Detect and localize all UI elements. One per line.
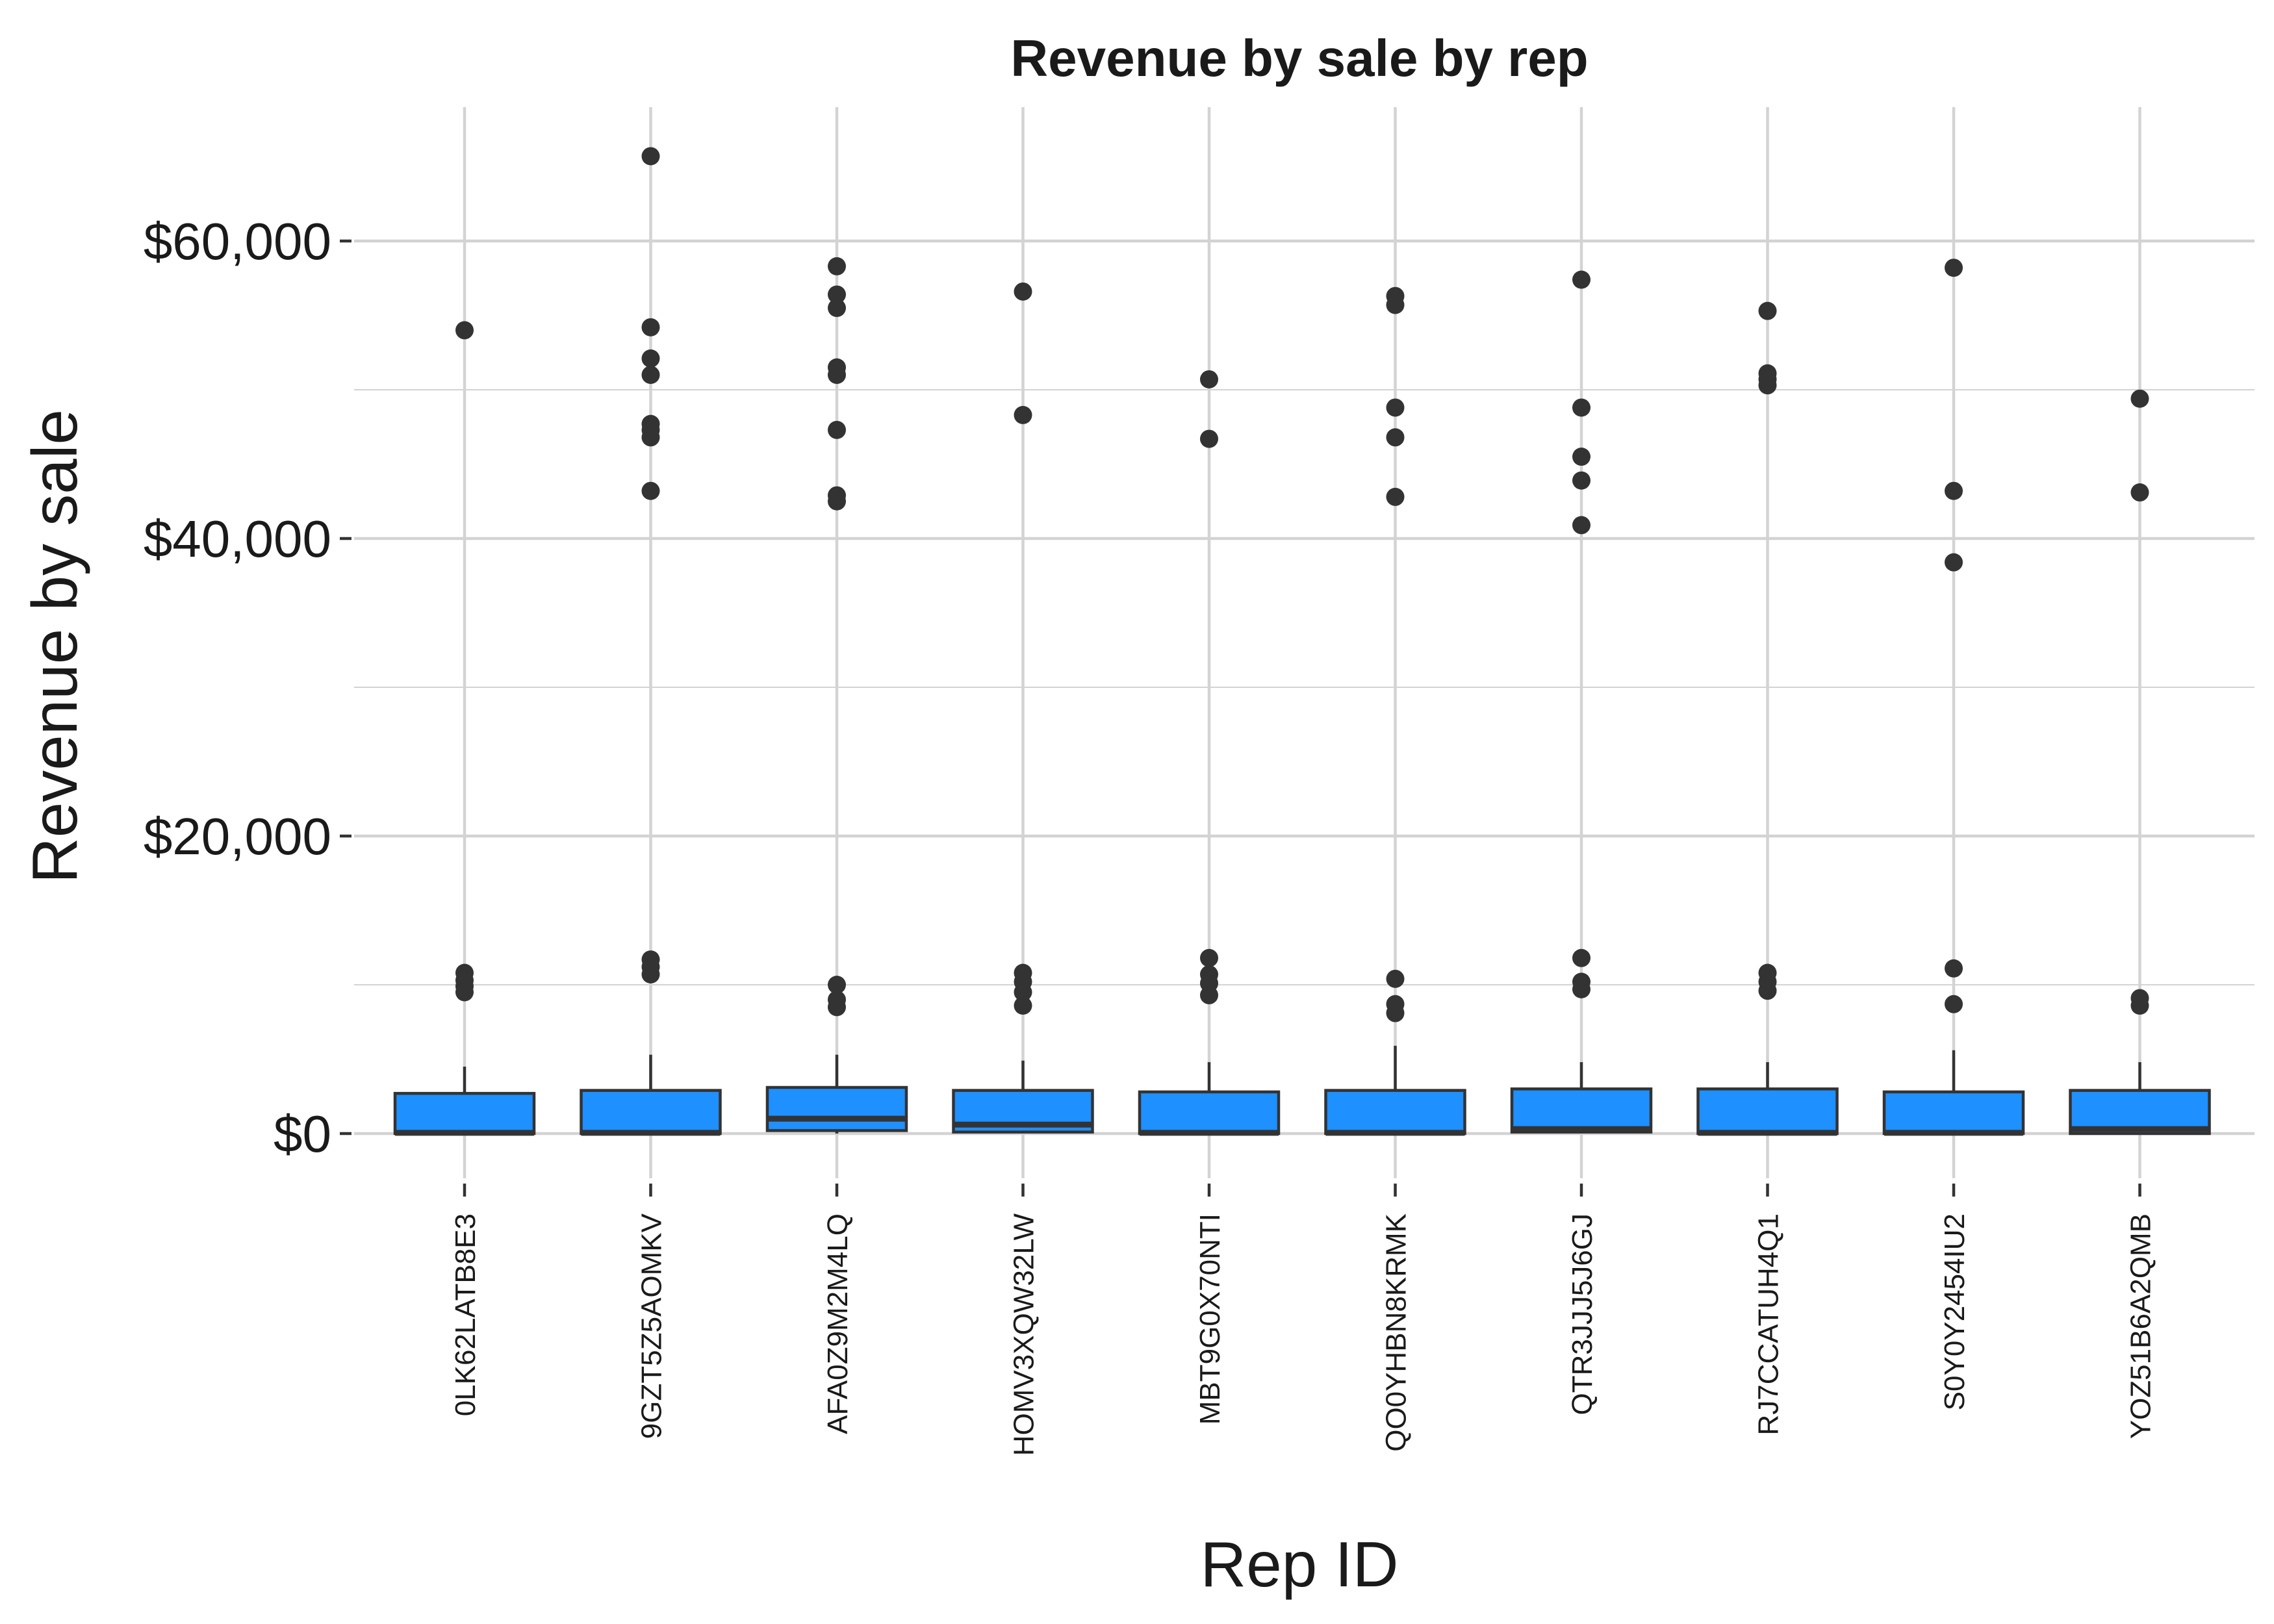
outlier-point — [828, 420, 846, 439]
x-axis-title: Rep ID — [1200, 1529, 1398, 1600]
x-tick-label: 9GZT5Z5AOMKV — [636, 1213, 668, 1439]
outlier-point — [1945, 481, 1963, 500]
outlier-point — [1945, 553, 1963, 572]
y-tick-label: $0 — [274, 1105, 331, 1163]
y-tick-label: $40,000 — [144, 510, 331, 568]
outlier-point — [828, 976, 846, 994]
outlier-point — [641, 147, 660, 166]
y-tick-label: $20,000 — [144, 807, 331, 865]
outlier-point — [1014, 282, 1032, 301]
x-tick-label: YOZ51B6A2QMB — [2125, 1213, 2157, 1439]
x-tick-label: AFA0Z9M2M4LQ — [822, 1213, 854, 1434]
outlier-point — [1572, 398, 1591, 417]
box — [1324, 1089, 1466, 1136]
outlier-point — [1014, 996, 1032, 1015]
outlier-point — [641, 318, 660, 336]
outlier-point — [1386, 296, 1405, 314]
box — [1138, 1090, 1281, 1136]
outlier-point — [1014, 983, 1032, 1002]
outlier-point — [1386, 428, 1405, 447]
chart-title: Revenue by sale by rep — [1010, 29, 1588, 87]
outlier-point — [1572, 270, 1591, 289]
box — [580, 1089, 722, 1136]
x-tick-label: MBT9G0X70NTI — [1194, 1213, 1226, 1425]
outlier-point — [1572, 980, 1591, 998]
outlier-point — [641, 428, 660, 447]
outlier-point — [1572, 471, 1591, 490]
box — [1882, 1090, 2025, 1136]
outlier-point — [1386, 1004, 1405, 1022]
outlier-point — [1386, 969, 1405, 988]
outlier-point — [828, 257, 846, 275]
outlier-point — [1572, 516, 1591, 535]
outlier-point — [1014, 405, 1032, 424]
outlier-points — [455, 147, 2149, 1022]
outlier-point — [828, 366, 846, 385]
outlier-point — [641, 366, 660, 385]
axis-ticks — [340, 239, 2141, 1197]
x-tick-label: 0LK62LATB8E3 — [450, 1213, 481, 1416]
outlier-point — [455, 983, 474, 1002]
outlier-point — [2130, 483, 2149, 502]
outlier-point — [641, 481, 660, 500]
box — [765, 1085, 908, 1132]
outlier-point — [2130, 389, 2149, 408]
outlier-point — [1758, 376, 1777, 395]
y-axis-title: Revenue by sale — [19, 409, 90, 883]
outlier-point — [1945, 995, 1963, 1013]
x-tick-label: QTR3JJJ5J6GJ — [1566, 1213, 1598, 1415]
outlier-point — [1200, 370, 1218, 388]
grid-lines — [354, 107, 2255, 1178]
outlier-point — [1386, 487, 1405, 506]
y-tick-labels: $0 $20,000 $40,000 $60,000 — [144, 212, 331, 1163]
outlier-point — [641, 349, 660, 368]
outlier-point — [1572, 948, 1591, 967]
outlier-point — [455, 321, 474, 340]
outlier-point — [828, 492, 846, 511]
outlier-point — [828, 285, 846, 304]
boxplots — [393, 1045, 2211, 1136]
x-tick-label: QO0YHBN8KRMK — [1381, 1213, 1412, 1452]
outlier-point — [1758, 301, 1777, 320]
outlier-point — [1572, 448, 1591, 466]
x-tick-label: S0Y0Y2454IU2 — [1939, 1213, 1971, 1410]
box — [1510, 1087, 1653, 1134]
outlier-point — [2130, 996, 2149, 1015]
outlier-point — [1200, 948, 1218, 967]
x-tick-labels: 0LK62LATB8E3 9GZT5Z5AOMKV AFA0Z9M2M4LQ HOMV… — [450, 1213, 2157, 1456]
y-tick-label: $60,000 — [144, 212, 331, 270]
x-tick-label: HOMV3XQW32LW — [1008, 1213, 1040, 1456]
box — [1696, 1087, 1839, 1136]
outlier-point — [1758, 982, 1777, 1000]
outlier-point — [1945, 259, 1963, 277]
outlier-point — [828, 998, 846, 1017]
outlier-point — [828, 299, 846, 318]
x-tick-label: RJ7CCATUH4Q1 — [1753, 1213, 1785, 1435]
outlier-point — [1945, 959, 1963, 978]
outlier-point — [1200, 986, 1218, 1005]
box — [393, 1091, 536, 1136]
outlier-point — [641, 965, 660, 983]
outlier-point — [1200, 429, 1218, 448]
outlier-point — [1386, 398, 1405, 417]
